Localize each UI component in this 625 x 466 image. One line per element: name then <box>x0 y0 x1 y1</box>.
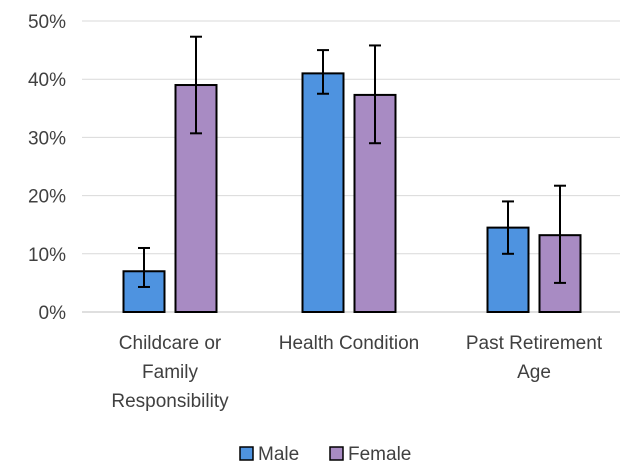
y-tick-label: 30% <box>28 128 66 149</box>
bars <box>122 72 582 314</box>
legend-swatch <box>239 446 254 461</box>
gridlines <box>82 20 620 313</box>
legend-item-female: Female <box>329 444 411 465</box>
category-label: Past Retirement Age <box>466 333 603 383</box>
y-tick-label: 20% <box>28 187 66 208</box>
legend-swatch <box>329 446 344 461</box>
error-bar <box>502 200 514 255</box>
error-bar <box>190 35 202 135</box>
legend-label: Male <box>258 444 299 465</box>
error-bar <box>138 246 150 288</box>
y-axis-ticks: 0% 10% 20% 30% 40% 50% <box>28 12 66 324</box>
x-axis-categories: Childcare or Family Responsibility Health C… <box>111 333 602 412</box>
error-bar <box>554 184 566 284</box>
category-label: Health Condition <box>279 333 419 354</box>
legend-item-male: Male <box>239 444 299 465</box>
legend-label: Female <box>348 444 411 465</box>
legend: Male Female <box>239 444 411 465</box>
y-tick-label: 10% <box>28 245 66 266</box>
error-bar <box>369 44 381 145</box>
y-tick-label: 0% <box>39 303 67 324</box>
y-tick-label: 50% <box>28 12 66 33</box>
category-label: Childcare or Family Responsibility <box>111 333 229 412</box>
error-bars <box>138 35 566 288</box>
bar-male <box>301 72 345 313</box>
y-tick-label: 40% <box>28 70 66 91</box>
error-bar <box>317 49 329 95</box>
